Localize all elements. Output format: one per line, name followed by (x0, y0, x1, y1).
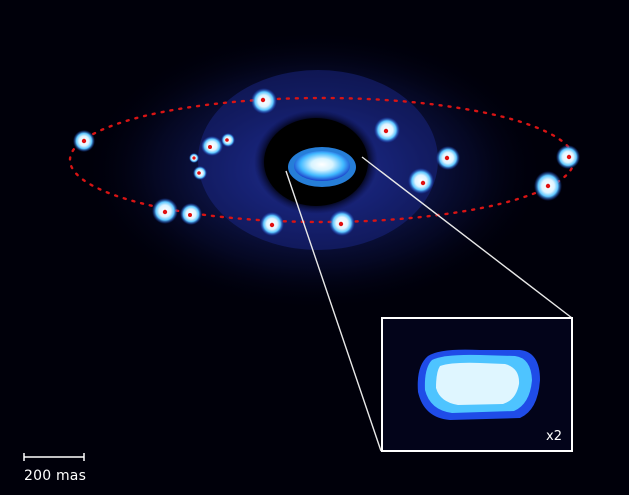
scale-bar (23, 453, 85, 461)
central-body (294, 151, 350, 181)
inset-leader-line (285, 170, 382, 452)
zoom-inset (381, 317, 573, 452)
moon-position (180, 203, 202, 225)
moon-position (221, 133, 235, 147)
moon-position (260, 212, 284, 236)
inset-leader-line (361, 156, 573, 319)
moon-position (556, 145, 580, 169)
moon-position (374, 117, 400, 143)
moon-position (152, 198, 178, 224)
moon-position (408, 168, 434, 194)
inset-body-core (436, 362, 520, 405)
magnification-label: x2 (546, 429, 562, 444)
moon-position (201, 136, 223, 156)
moon-position (251, 88, 277, 114)
moon-position (329, 210, 355, 236)
moon-position (189, 153, 199, 163)
moon-positions (73, 88, 580, 236)
moon-position (534, 171, 562, 201)
moon-position (436, 146, 460, 170)
moon-position (73, 130, 95, 152)
scale-bar-label: 200 mas (24, 468, 87, 484)
moon-position (193, 166, 207, 180)
